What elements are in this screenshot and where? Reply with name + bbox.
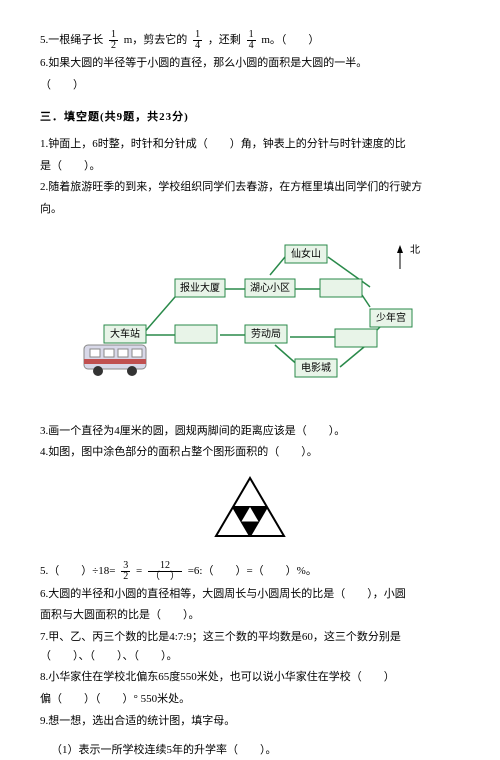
text: ，还剩	[208, 34, 241, 46]
svg-text:北: 北	[410, 244, 420, 256]
fill-q4: 4.如图，图中涂色部分的面积占整个图形面积的（ ）。	[40, 443, 460, 462]
label-palace: 少年宫	[376, 311, 406, 324]
label-labor: 劳动局	[251, 327, 281, 340]
text: 5.一根绳子长	[40, 34, 103, 46]
fill-q8b: 偏（ ）（ ）° 550米处。	[40, 690, 460, 709]
label-xiaoqu: 湖心小区	[250, 282, 290, 294]
fraction-3-2: 32	[121, 561, 130, 582]
fraction-12-blank: 12（ ）	[148, 561, 182, 582]
north-indicator: 北	[397, 244, 420, 269]
fill-q8a: 8.小华家住在学校北偏东65度550米处，也可以说小华家住在学校（ ）	[40, 668, 460, 687]
text: m。（ ）	[261, 34, 319, 46]
fill-q1b: 是（ ）。	[40, 157, 460, 176]
label-cinema: 电影城	[301, 361, 331, 374]
bus-icon	[84, 345, 146, 376]
fraction-1-4: 14	[193, 30, 202, 51]
triangle-figure	[40, 474, 460, 549]
fill-q1a: 1.钟面上，6时整，时针和分针成（ ）角，钟表上的分针与时针速度的比	[40, 135, 460, 154]
judge-q5: 5.一根绳子长 12 m，剪去它的 14 ，还剩 14 m。（ ）	[40, 30, 460, 51]
fill-q9: 9.想一想，选出合适的统计图，填字母。	[40, 712, 460, 731]
route-diagram: 大车站 报业大厦 湖心小区 劳动局 仙女山 电影城 少年宫 北	[40, 237, 460, 404]
fill-q2a: 2.随着旅游旺季的到来，学校组织同学们去春游，在方框里填出同学们的行驶方	[40, 178, 460, 197]
fraction-1-4b: 14	[247, 30, 256, 51]
judge-q6-line1: 6.如果大圆的半径等于小圆的直径，那么小圆的面积是大圆的一半。	[40, 54, 460, 73]
label-bus: 大车站	[110, 327, 140, 340]
judge-q6-line2: （ ）	[40, 76, 460, 95]
section-3-title: 三．填空题(共9题，共23分)	[40, 108, 460, 127]
label-mountain: 仙女山	[291, 247, 321, 260]
triangle-svg	[210, 474, 290, 542]
fill-q5: 5.（ ）÷18= 32 = 12（ ） =6:（ ）=（ ）%。	[40, 561, 460, 582]
fill-q7: 7.甲、乙、丙三个数的比是4:7:9；这三个数的平均数是60，这三个数分别是 （…	[40, 628, 460, 665]
fill-q6b: 面积与大圆面积的比是（ ）。	[40, 606, 460, 625]
fill-q9-1: （1）表示一所学校连续5年的升学率（ ）。	[40, 741, 460, 760]
fill-q3: 3.画一个直径为4厘米的圆，圆规两脚间的距离应该是（ ）。	[40, 422, 460, 441]
text: m，剪去它的	[124, 34, 188, 46]
fill-q6a: 6.大圆的半径和小圆的直径相等，大圆周长与小圆周长的比是（ ），小圆	[40, 585, 460, 604]
route-svg: 大车站 报业大厦 湖心小区 劳动局 仙女山 电影城 少年宫 北	[80, 237, 420, 397]
fraction-1-2: 12	[109, 30, 118, 51]
label-building: 报业大厦	[180, 281, 220, 294]
fill-q2b: 向。	[40, 200, 460, 219]
